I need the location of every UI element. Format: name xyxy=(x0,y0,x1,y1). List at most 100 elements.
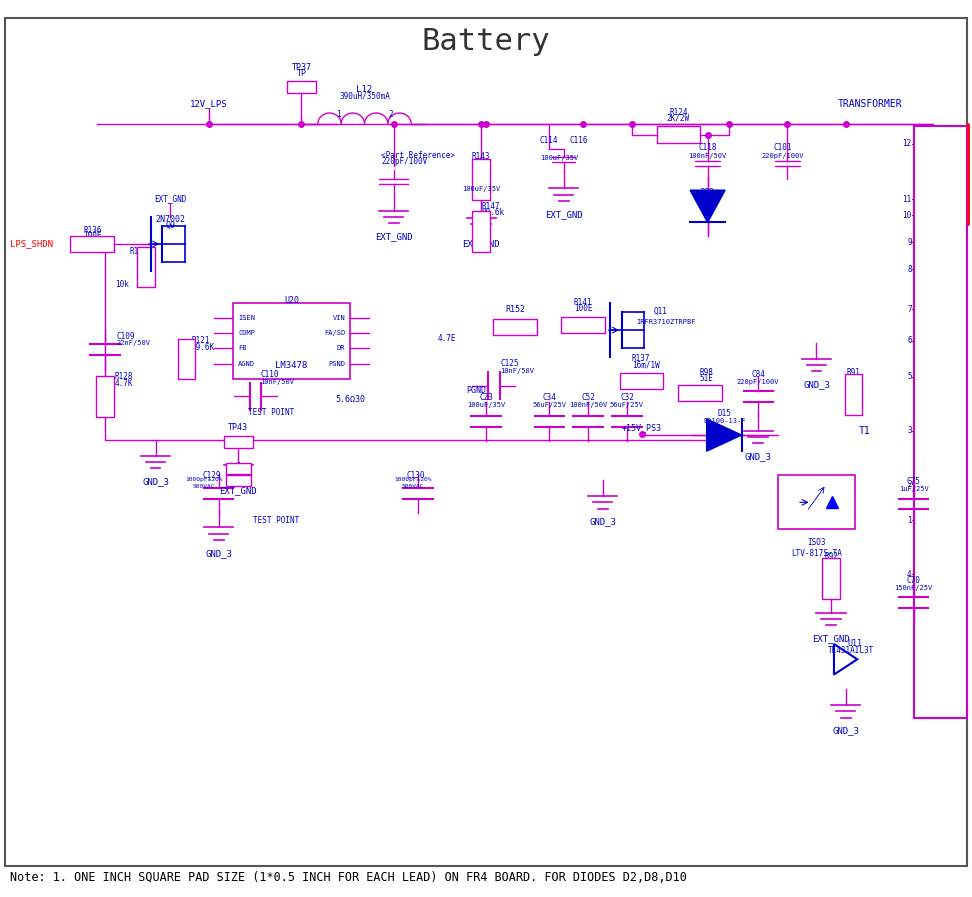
Text: GND_3: GND_3 xyxy=(589,518,616,527)
Bar xyxy=(656,126,700,143)
Text: D22: D22 xyxy=(701,188,714,197)
Polygon shape xyxy=(707,419,742,451)
Text: EXT_GND: EXT_GND xyxy=(375,232,412,241)
Text: R143: R143 xyxy=(471,152,491,161)
Text: 220pF/100V: 220pF/100V xyxy=(737,379,780,385)
Text: DIODE: DIODE xyxy=(696,195,719,204)
Text: 2N7002: 2N7002 xyxy=(156,215,185,224)
Text: 100uF/35V: 100uF/35V xyxy=(539,155,578,161)
Text: 1uF/25V: 1uF/25V xyxy=(899,486,928,492)
Text: R147: R147 xyxy=(481,202,500,211)
Text: TEST POINT: TEST POINT xyxy=(253,516,299,525)
Text: TL431AIL3T: TL431AIL3T xyxy=(827,646,874,655)
Text: PGND: PGND xyxy=(467,386,486,395)
Bar xyxy=(233,303,350,379)
Text: EXT_GND: EXT_GND xyxy=(545,210,582,219)
Text: 4.7E: 4.7E xyxy=(437,334,457,343)
Text: C130: C130 xyxy=(406,471,426,480)
Text: C23: C23 xyxy=(479,393,493,402)
Text: 8: 8 xyxy=(907,265,912,274)
Text: 19.6K: 19.6K xyxy=(191,343,215,352)
Text: +15V_PS3: +15V_PS3 xyxy=(621,423,662,432)
Text: 1000pF±20%: 1000pF±20% xyxy=(395,477,432,483)
Bar xyxy=(778,475,855,529)
Text: 3: 3 xyxy=(907,426,912,435)
Text: 1: 1 xyxy=(907,516,912,525)
Bar xyxy=(678,385,721,401)
Text: C52: C52 xyxy=(581,393,595,402)
Text: COMP: COMP xyxy=(238,330,255,336)
Text: IRFR3710ZTRPBF: IRFR3710ZTRPBF xyxy=(637,318,696,325)
Text: 6: 6 xyxy=(907,336,912,345)
Text: Battery: Battery xyxy=(422,27,550,56)
Text: Note: 1. ONE INCH SQUARE PAD SIZE (1*0.5 INCH FOR EACH LEAD) ON FR4 BOARD. FOR D: Note: 1. ONE INCH SQUARE PAD SIZE (1*0.5… xyxy=(10,871,686,884)
Text: C84: C84 xyxy=(751,370,765,379)
Text: EXT_GND: EXT_GND xyxy=(154,195,187,204)
Text: 150nF/25V: 150nF/25V xyxy=(894,585,933,591)
Bar xyxy=(226,475,251,486)
Text: EXT_GND: EXT_GND xyxy=(463,239,500,248)
Text: 500VAC: 500VAC xyxy=(192,484,216,490)
Text: GND_3: GND_3 xyxy=(205,549,232,558)
Text: 12V_LPS: 12V_LPS xyxy=(191,99,227,108)
Text: 10k: 10k xyxy=(847,374,860,383)
Text: C70: C70 xyxy=(907,576,920,585)
Text: C110: C110 xyxy=(260,370,279,379)
Text: R92: R92 xyxy=(824,552,838,561)
Text: 10: 10 xyxy=(902,211,912,220)
Text: U20: U20 xyxy=(284,296,299,305)
Text: R152: R152 xyxy=(505,305,525,314)
Text: 5: 5 xyxy=(907,372,912,381)
Text: 56uF/25V: 56uF/25V xyxy=(533,402,566,408)
Text: C116: C116 xyxy=(569,136,588,145)
Text: R128: R128 xyxy=(115,372,133,381)
Text: 11: 11 xyxy=(902,195,912,204)
Text: TRANSFORMER: TRANSFORMER xyxy=(838,100,902,109)
Bar xyxy=(226,463,251,474)
Polygon shape xyxy=(690,190,725,222)
Text: C129: C129 xyxy=(202,471,222,480)
Text: 16m/1W: 16m/1W xyxy=(632,361,660,370)
Text: 1000pF±20%: 1000pF±20% xyxy=(186,477,223,483)
Text: U11: U11 xyxy=(848,639,863,648)
Bar xyxy=(71,236,115,252)
Text: 100E: 100E xyxy=(573,304,593,313)
Text: 7: 7 xyxy=(907,305,912,314)
Text: Q9: Q9 xyxy=(165,221,175,230)
Bar xyxy=(845,375,862,414)
Bar xyxy=(822,558,840,599)
Text: 10nF/50V: 10nF/50V xyxy=(501,368,535,374)
Text: <Part Reference>: <Part Reference> xyxy=(381,151,455,160)
Text: DR: DR xyxy=(336,345,345,352)
Text: L12: L12 xyxy=(357,85,372,94)
Text: R141: R141 xyxy=(573,298,593,307)
Text: VIN: VIN xyxy=(332,315,345,321)
Text: 220pF/100V: 220pF/100V xyxy=(761,152,804,159)
Bar xyxy=(472,160,490,200)
Bar xyxy=(494,319,538,335)
Text: C101: C101 xyxy=(773,144,792,152)
Text: 2K/2W: 2K/2W xyxy=(667,114,690,123)
Text: R124: R124 xyxy=(669,108,688,117)
Text: C109: C109 xyxy=(117,332,135,341)
Bar xyxy=(562,317,605,333)
Text: R136: R136 xyxy=(83,226,102,235)
Text: GND_3: GND_3 xyxy=(745,452,772,461)
Text: 4: 4 xyxy=(907,570,912,579)
Text: 100nF/50V: 100nF/50V xyxy=(688,152,727,159)
Text: 2: 2 xyxy=(907,480,912,489)
Text: R98: R98 xyxy=(700,368,713,377)
Text: 80.6k: 80.6k xyxy=(481,208,504,217)
Text: GND_3: GND_3 xyxy=(142,477,169,486)
Bar xyxy=(96,376,114,416)
Text: 51E: 51E xyxy=(700,374,713,383)
Bar xyxy=(620,373,663,389)
Text: 9: 9 xyxy=(907,238,912,247)
Text: C32: C32 xyxy=(620,393,634,402)
Text: ISO3
LTV-817S-TA: ISO3 LTV-817S-TA xyxy=(791,538,842,558)
Text: 10k: 10k xyxy=(115,280,128,289)
Text: R91: R91 xyxy=(847,368,860,377)
Text: R121: R121 xyxy=(191,336,210,345)
Text: R134: R134 xyxy=(129,247,148,256)
Text: R137: R137 xyxy=(632,354,650,363)
